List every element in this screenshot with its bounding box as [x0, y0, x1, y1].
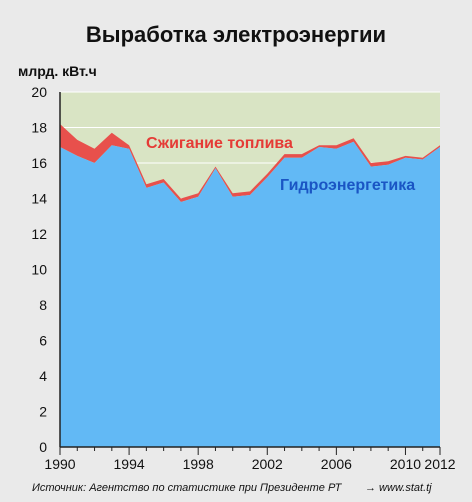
x-tick-label: 2002: [252, 456, 283, 472]
x-tick-label: 1998: [183, 456, 214, 472]
source-note: Источник: Агентство по статистике при Пр…: [32, 482, 343, 494]
series-areas: [60, 124, 440, 447]
y-tick-label: 20: [31, 84, 47, 100]
x-tick-label: 1994: [114, 456, 145, 472]
y-tick-label: 12: [31, 226, 47, 242]
y-tick-label: 6: [39, 333, 47, 349]
source-link[interactable]: → www.stat.tj: [365, 482, 432, 494]
x-tick-labels: 1990 1994 1998 2002 2006 2010 2012: [44, 456, 455, 472]
fuel-area: [60, 124, 440, 202]
y-tick-label: 10: [31, 262, 47, 278]
hydro-area: [60, 141, 440, 447]
y-tick-label: 16: [31, 155, 47, 171]
x-tick-label: 1990: [44, 456, 75, 472]
x-tick-label: 2012: [424, 456, 455, 472]
y-tick-label: 8: [39, 297, 47, 313]
series-label-hydro: Гидроэнергетика: [280, 177, 415, 194]
y-tick-label: 0: [39, 439, 47, 455]
y-tick-label: 4: [39, 368, 47, 384]
x-tick-label: 2010: [390, 456, 421, 472]
axes: [59, 92, 441, 455]
y-tick-labels: 0 2 4 6 8 10 12 14 16 18 20: [31, 84, 47, 455]
y-tick-label: 2: [39, 404, 47, 420]
y-axis-unit-label: млрд. кВт.ч: [18, 63, 97, 79]
series-label-fuel: Сжигание топлива: [146, 135, 293, 152]
x-tick-label: 2006: [321, 456, 352, 472]
chart-title: Выработка электроэнергии: [86, 22, 386, 47]
y-tick-label: 14: [31, 191, 47, 207]
y-tick-label: 18: [31, 120, 47, 136]
